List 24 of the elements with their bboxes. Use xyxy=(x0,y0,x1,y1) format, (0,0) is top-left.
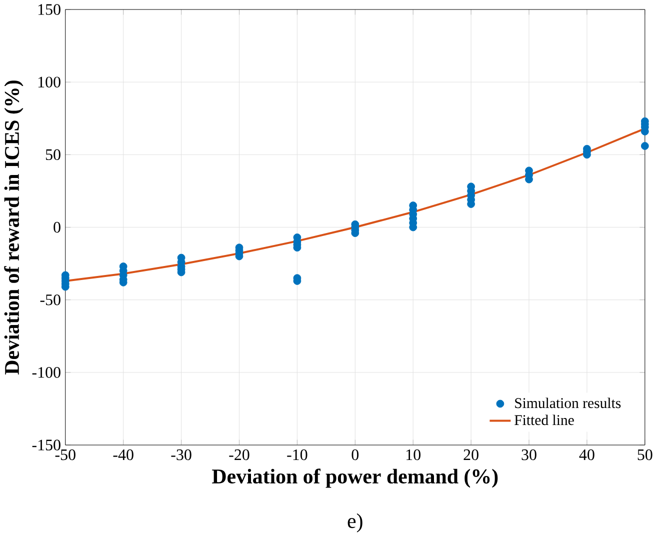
x-tick-label: -20 xyxy=(229,449,250,460)
y-tick-label: 150 xyxy=(38,4,60,15)
x-tick-label: 20 xyxy=(464,449,478,460)
x-tick-label: -50 xyxy=(55,449,76,460)
legend-label: Simulation results xyxy=(515,397,621,408)
y-tick-label: -150 xyxy=(32,439,60,450)
x-tick-label: -10 xyxy=(287,449,308,460)
x-tick-label: -40 xyxy=(113,449,134,460)
y-tick-label: -100 xyxy=(32,366,60,378)
y-tick-label: 50 xyxy=(46,149,60,160)
x-tick-label: 10 xyxy=(406,449,420,460)
x-tick-label: 40 xyxy=(579,449,594,460)
x-tick-label: 30 xyxy=(522,449,536,460)
y-tick-label: 0 xyxy=(54,222,60,232)
text: e) xyxy=(348,513,362,532)
y-tick-label: 100 xyxy=(38,76,60,88)
x-tick-label: 50 xyxy=(638,449,652,460)
x-axis-title: Deviation of power demand (%) xyxy=(212,468,498,488)
legend-label: Fitted line xyxy=(514,414,574,425)
x-tick-label: -30 xyxy=(171,449,192,460)
x-tick-label: 0 xyxy=(352,449,359,460)
y-tick-label: -50 xyxy=(40,294,60,306)
y-axis-title: Deviation of reward in ICES (%) xyxy=(4,80,24,374)
point xyxy=(640,142,649,150)
